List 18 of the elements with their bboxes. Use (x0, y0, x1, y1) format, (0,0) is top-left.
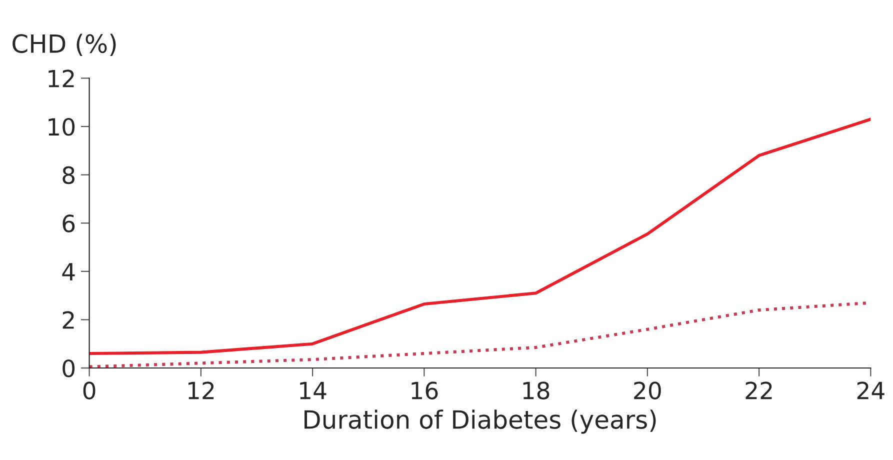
y-tick-label: 4 (62, 263, 75, 280)
y-tick-label: 6 (62, 214, 75, 232)
x-tick-label: 22 (746, 382, 772, 400)
x-tick-label: 12 (188, 382, 214, 400)
y-tick-label: 8 (62, 166, 74, 184)
line-series (89, 118, 871, 356)
y-tick-label: 10 (48, 118, 75, 136)
y-tick-label: 12 (48, 70, 74, 88)
x-tick-label: 20 (634, 382, 661, 400)
y-tick-label: 0 (62, 359, 75, 378)
x-tick-label: 24 (857, 382, 884, 400)
x-tick-label: 0 (83, 382, 96, 400)
y-axis-title: CHD (%) (12, 34, 116, 56)
y-tick-label: 2 (62, 311, 74, 329)
x-tick-label: 18 (523, 382, 550, 400)
x-axis-title: Duration of Diabetes (years) (304, 410, 656, 434)
x-tick-label: 14 (300, 382, 326, 400)
x-tick-label: 16 (412, 382, 438, 400)
